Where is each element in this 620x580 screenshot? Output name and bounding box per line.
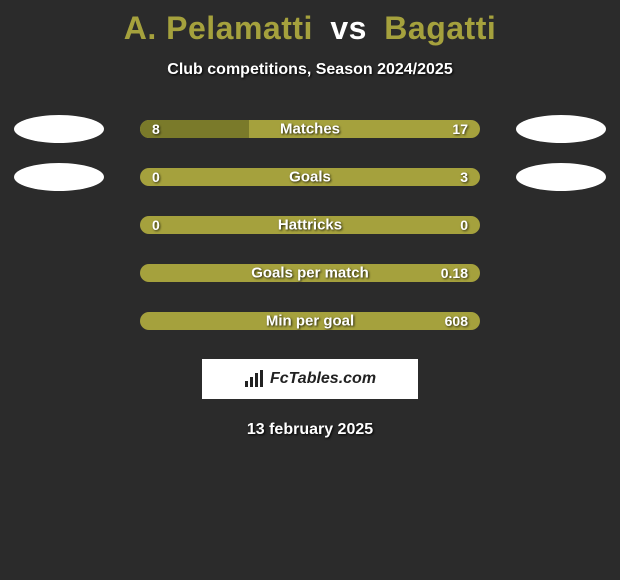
stat-row: 0 3 Goals [0, 167, 620, 187]
subtitle: Club competitions, Season 2024/2025 [0, 61, 620, 79]
stat-label: Goals [289, 169, 331, 186]
stat-bars: 8 17 Matches 0 3 Goals 0 0 Hattricks 0.18 Goals pe… [0, 119, 620, 331]
stat-row: 0 0 Hattricks [0, 215, 620, 235]
stat-value-right: 17 [452, 121, 468, 137]
stat-label: Hattricks [278, 217, 342, 234]
player-right-name: Bagatti [384, 10, 496, 46]
stat-bar: 0 0 Hattricks [140, 216, 480, 234]
stat-row: 608 Min per goal [0, 311, 620, 331]
stat-value-left: 0 [152, 169, 160, 185]
stat-value-right: 3 [460, 169, 468, 185]
stat-value-right: 0 [460, 217, 468, 233]
stat-bar: 608 Min per goal [140, 312, 480, 330]
date-text: 13 february 2025 [0, 421, 620, 439]
stat-label: Min per goal [266, 313, 354, 330]
player-left-name: A. Pelamatti [124, 10, 313, 46]
stat-value-right: 608 [445, 313, 468, 329]
stat-label: Goals per match [251, 265, 369, 282]
stat-bar: 0 3 Goals [140, 168, 480, 186]
stat-row: 8 17 Matches [0, 119, 620, 139]
fctables-logo: FcTables.com [202, 359, 418, 399]
stat-value-left: 8 [152, 121, 160, 137]
team-badge-right [516, 115, 606, 143]
logo-text: FcTables.com [270, 370, 376, 388]
team-badge-right [516, 163, 606, 191]
stat-label: Matches [280, 121, 340, 138]
page-title: A. Pelamatti vs Bagatti [0, 0, 620, 47]
stat-row: 0.18 Goals per match [0, 263, 620, 283]
team-badge-left [14, 163, 104, 191]
vs-text: vs [330, 10, 367, 46]
bar-chart-icon [244, 370, 264, 388]
team-badge-left [14, 115, 104, 143]
stat-value-right: 0.18 [441, 265, 468, 281]
stat-bar: 8 17 Matches [140, 120, 480, 138]
stat-bar: 0.18 Goals per match [140, 264, 480, 282]
stat-value-left: 0 [152, 217, 160, 233]
